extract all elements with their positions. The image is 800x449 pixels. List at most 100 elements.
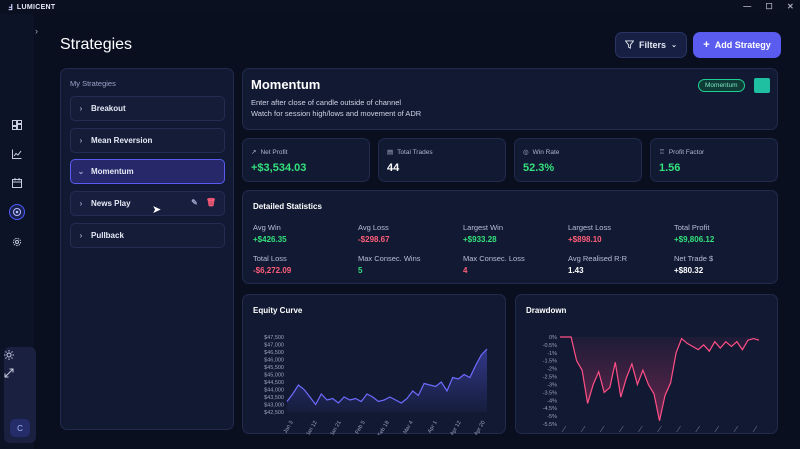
window-controls: — ☐ ✕ — [743, 0, 794, 14]
stat-label: Total Loss — [253, 254, 287, 263]
plus-icon: + — [703, 39, 710, 51]
dashboard-icon[interactable] — [9, 117, 25, 133]
document-icon: ▤ — [387, 149, 394, 156]
strategy-badge: Momentum — [698, 79, 745, 92]
add-strategy-button[interactable]: + Add Strategy — [693, 32, 781, 58]
settings-icon[interactable] — [9, 234, 25, 250]
y-tick-label: $46,000 — [264, 358, 284, 364]
expand-sidebar-icon[interactable]: › — [35, 26, 38, 36]
stat-largest-win: Largest Win +$933.28 — [463, 223, 503, 244]
detailed-statistics-heading: Detailed Statistics — [253, 202, 322, 211]
series-area — [287, 349, 487, 412]
chevron-down-icon: ⌄ — [77, 167, 85, 176]
edit-icon[interactable]: ✎ — [191, 198, 198, 207]
y-tick-label: -4% — [547, 398, 557, 404]
stat-value: 4 — [463, 266, 468, 275]
y-tick-label: $46,500 — [264, 350, 284, 356]
strategies-icon[interactable] — [9, 204, 25, 220]
strategy-description-line: Enter after close of candle outside of c… — [251, 98, 402, 107]
x-tick-mark — [676, 425, 681, 433]
x-tick-mark — [638, 425, 643, 433]
y-tick-label: -4.5% — [543, 406, 557, 412]
net-profit-value: +$3,534.03 — [251, 162, 307, 174]
user-avatar[interactable]: C — [10, 419, 30, 437]
strategy-item-breakout[interactable]: › Breakout — [70, 96, 225, 121]
stat-value: +$9,806.12 — [674, 235, 715, 244]
y-tick-label: $42,500 — [264, 410, 284, 416]
trophy-icon: ♖ — [659, 149, 665, 156]
equity-curve-chart: $47,500 $47,000$46,500 $46,000$45,500 $45,0… — [264, 335, 488, 435]
app-logo: Ⅎ — [8, 2, 13, 12]
chevron-right-icon: › — [79, 231, 83, 240]
strategy-detail-card: Momentum Enter after close of candle out… — [242, 68, 778, 130]
strategy-item-news-play[interactable]: › News Play ✎ 🗑 — [70, 191, 225, 216]
y-tick-label: -3.5% — [543, 390, 557, 396]
stat-max-consec-loss: Max Consec. Loss 4 — [463, 254, 525, 275]
y-tick-label: -2.5% — [543, 375, 557, 381]
total-trades-card: ▤ Total Trades 44 — [378, 138, 506, 182]
y-tick-label: -3% — [547, 382, 557, 388]
x-tick-mark — [714, 425, 720, 433]
filters-label: Filters — [639, 40, 667, 50]
y-tick-label: -1% — [547, 351, 557, 357]
chevron-down-icon: ⌄ — [671, 42, 677, 49]
y-tick-label: $44,500 — [264, 380, 284, 386]
x-tick-mark — [695, 425, 700, 433]
trash-icon[interactable]: 🗑 — [205, 198, 216, 207]
stat-label: Profit Factor — [668, 148, 705, 156]
x-tick-label: Feb 5 — [354, 420, 366, 435]
x-tick-label: Mar 4 — [403, 420, 415, 435]
strategy-item-pullback[interactable]: › Pullback — [70, 223, 225, 248]
strategy-color-swatch[interactable] — [754, 78, 770, 93]
y-tick-label: $47,000 — [264, 343, 284, 349]
stat-label: Net Trade $ — [674, 254, 714, 263]
win-rate-card: ◎ Win Rate 52.3% — [514, 138, 642, 182]
chart-icon[interactable] — [9, 146, 25, 162]
strategy-item-mean-reversion[interactable]: › Mean Reversion — [70, 128, 225, 153]
filters-button[interactable]: Filters ⌄ — [615, 32, 687, 58]
stat-value: +$80.32 — [674, 266, 704, 275]
x-tick-label: Feb 18 — [377, 420, 391, 435]
stat-label: Total Profit — [674, 223, 710, 232]
stat-avg-win: Avg Win +$426.35 — [253, 223, 287, 244]
stat-label: Net Profit — [260, 148, 288, 156]
chevron-right-icon: › — [79, 136, 83, 145]
stat-label: Total Trades — [397, 148, 433, 156]
stat-value: -$298.67 — [358, 235, 390, 244]
y-tick-label: -1.5% — [543, 359, 557, 365]
profit-factor-value: 1.56 — [659, 162, 681, 174]
filter-icon — [624, 39, 635, 51]
stat-value: +$426.35 — [253, 235, 287, 244]
win-rate-value: 52.3% — [523, 162, 555, 174]
calendar-icon[interactable] — [9, 175, 25, 191]
chevron-right-icon: › — [79, 199, 83, 208]
series-area — [560, 337, 759, 421]
close-button[interactable]: ✕ — [786, 2, 794, 11]
x-tick-mark — [733, 425, 739, 433]
stat-label: Win Rate — [532, 148, 560, 156]
stat-total-profit: Total Profit +$9,806.12 — [674, 223, 714, 244]
strategy-label: Breakout — [91, 104, 126, 113]
x-tick-mark — [752, 425, 758, 433]
stat-value: 1.43 — [568, 266, 584, 275]
theme-icon[interactable] — [4, 347, 36, 365]
y-tick-label: 0% — [549, 335, 557, 341]
page-title: Strategies — [60, 36, 133, 53]
equity-curve-card: Equity Curve $47,500 $47,000 $46,500 $46,00… — [242, 294, 506, 435]
title-bar: Ⅎ LUMICENT — ☐ ✕ — [0, 0, 800, 14]
stat-largest-loss: Largest Loss +$898.10 — [568, 223, 611, 244]
fullscreen-icon[interactable] — [4, 365, 36, 383]
strategy-name: Momentum — [251, 77, 321, 92]
y-tick-label: -5.5% — [543, 422, 557, 428]
drawdown-title: Drawdown — [526, 306, 567, 315]
x-tick-label: Jan 21 — [329, 420, 342, 435]
maximize-button[interactable]: ☐ — [765, 2, 773, 11]
x-tick-mark — [561, 425, 567, 433]
x-tick-mark — [599, 425, 605, 433]
stat-max-consec-wins: Max Consec. Wins 5 — [358, 254, 421, 275]
strategy-item-momentum[interactable]: ⌄ Momentum — [70, 159, 225, 184]
minimize-button[interactable]: — — [743, 2, 752, 11]
y-tick-label: $43,000 — [264, 403, 284, 409]
y-tick-label: $43,500 — [264, 395, 284, 401]
y-tick-label: -0.5% — [543, 343, 557, 349]
